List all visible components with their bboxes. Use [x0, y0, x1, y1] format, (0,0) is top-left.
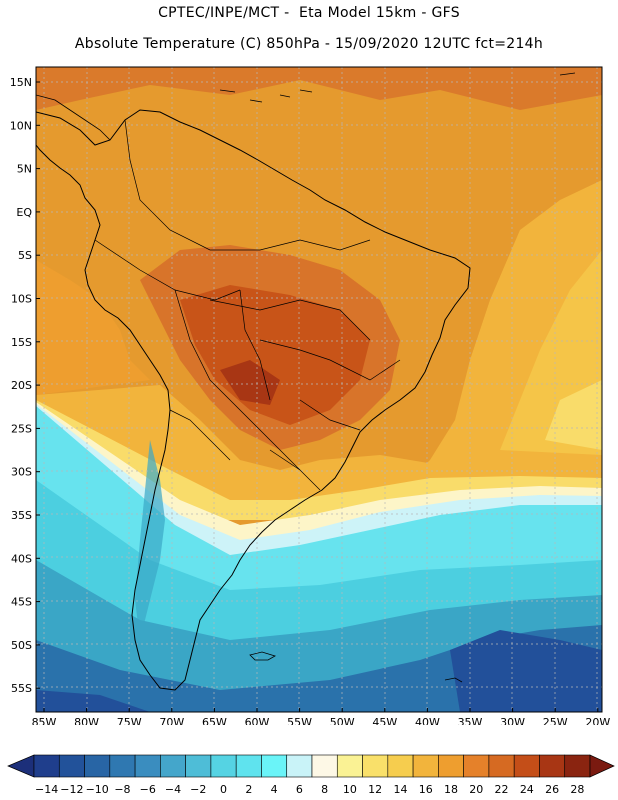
lat-label: 25S: [11, 422, 32, 435]
graticule: [36, 67, 602, 712]
lon-label: 30W: [500, 716, 525, 725]
colorbar-label: −4: [165, 783, 181, 796]
colorbar-label: −8: [114, 783, 130, 796]
colorbar-cell: [109, 754, 136, 778]
colorbar-label: −14: [35, 783, 58, 796]
lat-label: 15N: [10, 76, 32, 89]
colorbar-label: 6: [296, 783, 303, 796]
colorbar-label: 8: [321, 783, 328, 796]
lat-label: 15S: [11, 336, 32, 349]
band-24-core: [180, 285, 370, 425]
colorbar-cell: [336, 754, 363, 778]
band-22-north: [36, 67, 602, 110]
colorbar-cell: [539, 754, 566, 778]
colorbar-label: 20: [469, 783, 483, 796]
colorbar-cell: [412, 754, 439, 778]
colorbar-label: −2: [190, 783, 206, 796]
lon-label: 55W: [287, 716, 312, 725]
title-line-1: CPTEC/INPE/MCT - Eta Model 15km - GFS: [158, 5, 460, 21]
colorbar-under-arrow: [7, 754, 35, 778]
lat-label: 40S: [11, 552, 32, 565]
band-m12-west: [36, 690, 150, 712]
lat-label: 10S: [11, 293, 32, 306]
longitude-labels: 85W 80W 75W 70W 65W 60W 55W 50W 45W 40W 35W 30W 25W 2…: [32, 708, 610, 725]
lon-label: 85W: [32, 716, 57, 725]
colorbar-cell: [33, 754, 60, 778]
colorbar-cell: [438, 754, 464, 778]
lat-label: EQ: [16, 206, 32, 219]
colorbar-cell: [261, 754, 288, 778]
lat-label: 45S: [11, 596, 32, 609]
south-georgia: [444, 677, 463, 683]
lon-label: 60W: [245, 716, 270, 725]
colorbar-label: 24: [520, 783, 534, 796]
colorbar-label: 18: [444, 783, 458, 796]
lon-label: 80W: [74, 716, 99, 725]
lat-label: 30S: [11, 466, 32, 479]
lat-label: 10N: [10, 119, 32, 132]
lon-label: 75W: [117, 716, 142, 725]
map-frame: [35, 66, 603, 713]
colorbar-label: −6: [140, 783, 156, 796]
colorbar: −14 −12 −10 −8 −6 −4 −2 0 2 4 6 8 10 12 14 16 18 20 22 24 26…: [7, 754, 615, 796]
colorbar-label: 0: [220, 783, 227, 796]
lon-label: 50W: [330, 716, 355, 725]
colorbar-cell: [134, 754, 161, 778]
colorbar-label: 26: [545, 783, 559, 796]
colorbar-cell: [286, 754, 313, 778]
colorbar-cell: [513, 754, 540, 778]
lon-label: 40W: [415, 716, 440, 725]
colorbar-label: 12: [368, 783, 382, 796]
colorbar-cell: [564, 754, 591, 778]
country-borders: [94, 119, 401, 491]
title-line-2: Absolute Temperature (C) 850hPa - 15/09/…: [74, 36, 544, 52]
colorbar-cell: [185, 754, 212, 778]
band-18-pacific: [36, 260, 150, 395]
colorbar-cell: [488, 754, 515, 778]
lon-label: 25W: [543, 716, 568, 725]
band-26-core: [220, 360, 280, 405]
colorbar-label: −12: [60, 783, 83, 796]
lon-label: 45W: [372, 716, 397, 725]
lon-label: 35W: [458, 716, 483, 725]
colorbar-cell: [235, 754, 262, 778]
lon-label: 20W: [585, 716, 610, 725]
colorbar-label: 10: [343, 783, 357, 796]
lat-label: 50S: [11, 639, 32, 652]
central-america: [36, 94, 111, 141]
colorbar-over-arrow: [589, 754, 615, 778]
islands: [219, 72, 576, 103]
colorbar-label: 4: [271, 783, 278, 796]
lat-label: 5S: [18, 249, 32, 262]
colorbar-cell: [160, 754, 186, 778]
colorbar-label: 2: [245, 783, 252, 796]
lat-label: 5N: [17, 163, 32, 176]
colorbar-cell: [84, 754, 111, 778]
latitude-labels: 15N 10N 5N EQ 5S 10S 15S 20S 25S 30S 35S 40S 45S 50S 5…: [10, 76, 40, 695]
lat-label: 20S: [11, 379, 32, 392]
colorbar-label: 28: [570, 783, 584, 796]
lat-label: 55S: [11, 682, 32, 695]
colorbar-cell: [210, 754, 237, 778]
temperature-map: 15N 10N 5N EQ 5S 10S 15S 20S 25S 30S 35S 40S 45S 50S 5…: [10, 66, 610, 725]
colorbar-label: 14: [393, 783, 407, 796]
colorbar-cell: [311, 754, 338, 778]
south-america-coastline: [36, 109, 471, 691]
colorbar-label: 22: [495, 783, 509, 796]
band-12-atlantic: [545, 380, 602, 450]
falklands: [249, 651, 277, 661]
lon-label: 70W: [159, 716, 184, 725]
andes-cold: [135, 440, 165, 640]
colorbar-cell: [58, 754, 85, 778]
colorbar-label: 16: [419, 783, 433, 796]
colorbar-cell: [463, 754, 490, 778]
lat-label: 35S: [11, 509, 32, 522]
colorbar-label: −10: [86, 783, 109, 796]
lon-label: 65W: [202, 716, 227, 725]
band-m12-south: [450, 630, 602, 712]
colorbar-cell: [387, 754, 414, 778]
colorbar-cell: [362, 754, 389, 778]
